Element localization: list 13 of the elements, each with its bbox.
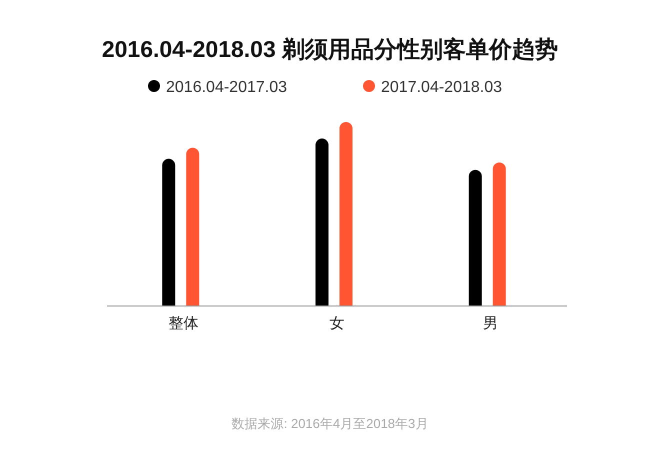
bar	[186, 148, 200, 306]
x-tick-label: 整体	[168, 315, 199, 332]
x-tick-label: 女	[330, 315, 344, 332]
chart-title: 2016.04-2018.03 剃须用品分性别客单价趋势	[102, 36, 558, 62]
legend-item: 2017.04-2018.03	[363, 79, 502, 96]
bar	[162, 158, 176, 306]
x-tick-label: 男	[482, 315, 498, 332]
source-note: 数据来源: 2016年4月至2018年3月	[232, 416, 428, 431]
bar	[316, 138, 328, 306]
bar	[340, 122, 352, 306]
legend-item: 2016.04-2017.03	[148, 79, 287, 96]
bar	[492, 162, 506, 306]
bar	[468, 170, 482, 306]
